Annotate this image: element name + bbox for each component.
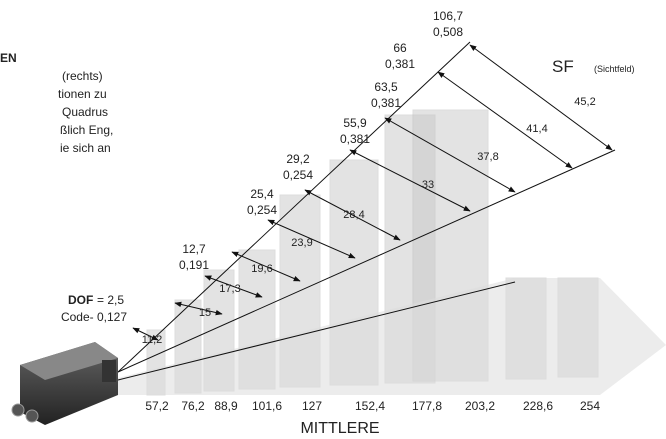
field-width-label: 23,9 — [291, 237, 312, 249]
fov-low-line — [117, 281, 516, 381]
intro-line: Quadrus — [62, 105, 108, 119]
fov-top-line — [117, 41, 471, 373]
field-width-label: 33 — [422, 179, 434, 191]
intro-line: (rechts) — [62, 69, 103, 83]
sf-label: SF — [552, 57, 574, 76]
field-width-label: 17,3 — [219, 283, 240, 295]
intro-line: ie sich an — [60, 141, 111, 155]
distance-label: 57,2 — [145, 399, 169, 413]
distance-label: 101,6 — [252, 399, 282, 413]
depth-bottom: 0,381 — [371, 96, 401, 110]
distance-label: 203,2 — [465, 399, 495, 413]
sf-note: (Sichtfeld) — [594, 64, 635, 74]
depth-bottom: 0,381 — [340, 132, 370, 146]
code-label: Code- 0,127 — [61, 310, 127, 324]
depth-top: 63,5 — [374, 80, 398, 94]
depth-bottom: 0,254 — [247, 203, 277, 217]
depth-bottom: 0,508 — [433, 25, 463, 39]
distance-label: 76,2 — [181, 399, 205, 413]
depth-bottom: 0,254 — [283, 168, 313, 182]
width-arrow — [469, 44, 613, 151]
field-width-label: 15 — [199, 307, 211, 319]
field-width-label: 41,4 — [526, 123, 547, 135]
depth-bottom: 0,191 — [179, 258, 209, 272]
field-width-label: 45,2 — [574, 96, 595, 108]
intro-line: ßlich Eng, — [60, 123, 113, 137]
field-width-label: 11,2 — [142, 334, 163, 346]
distance-label: 228,6 — [523, 399, 553, 413]
depth-top: 66 — [393, 41, 407, 55]
field-width-label: 28,4 — [343, 209, 364, 221]
axis-label: MITTLERE — [300, 420, 379, 437]
field-width-label: 19,6 — [251, 263, 272, 275]
fov-mid-line — [117, 149, 616, 373]
depth-top: 55,9 — [343, 116, 367, 130]
width-arrow — [204, 275, 263, 298]
depth-top: 12,7 — [182, 242, 206, 256]
intro-heading: EN — [0, 51, 17, 65]
intro-line: tionen zu — [58, 87, 107, 101]
distance-label: 152,4 — [355, 399, 385, 413]
distance-label: 88,9 — [214, 399, 238, 413]
floor — [110, 278, 666, 395]
depth-top: 106,7 — [433, 9, 463, 23]
width-arrow — [304, 189, 401, 241]
depth-top: 25,4 — [250, 187, 274, 201]
depth-top: 29,2 — [286, 152, 310, 166]
distance-label: 177,8 — [412, 399, 442, 413]
width-arrow — [132, 327, 159, 341]
camera — [11, 342, 118, 425]
width-arrow — [174, 301, 223, 316]
field-width-label: 37,8 — [477, 151, 498, 163]
depth-bottom: 0,381 — [385, 57, 415, 71]
dof-value: = 2,5 — [97, 293, 124, 307]
dof-label: DOF — [68, 293, 93, 307]
distance-label: 127 — [302, 399, 322, 413]
width-arrow — [231, 251, 301, 282]
distance-label: 254 — [580, 399, 600, 413]
